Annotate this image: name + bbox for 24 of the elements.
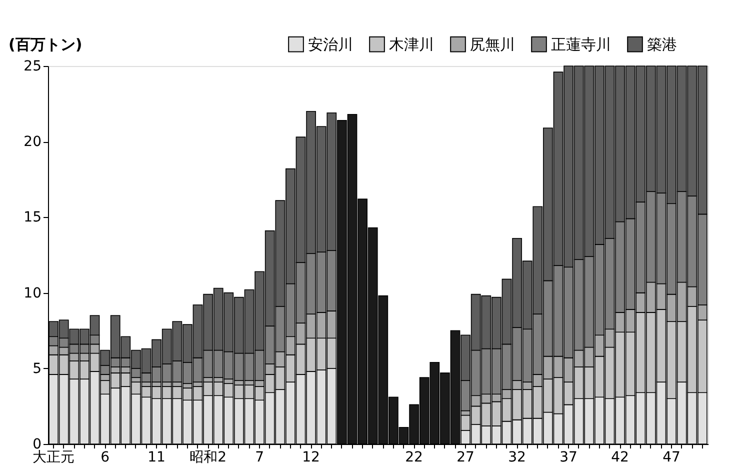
y-tick-label: 25 [24,58,42,74]
legend-label: 正蓮寺川 [551,35,611,54]
x-tick-label: 12 [302,450,320,465]
x-tick-label: 37 [560,450,578,465]
x-tick-label: 11 [148,450,166,465]
y-tick-label: 10 [24,285,42,302]
y-tick-label: 15 [24,210,42,226]
legend-label: 築港 [647,35,677,54]
x-tick-label: 7 [255,450,264,465]
legend-label: 安治川 [308,35,353,54]
y-tick-label: 20 [24,134,42,150]
legend-label: 尻無川 [470,35,515,54]
y-tick-label: 5 [32,360,42,377]
x-tick-label: 42 [611,450,629,465]
legend-label: 木津川 [389,35,434,54]
x-tick-label: 22 [405,450,423,465]
x-tick-label: 32 [508,450,526,465]
x-tick-label: 27 [456,450,474,465]
x-tick-label: 47 [662,450,680,465]
x-tick-label: 昭和2 [190,450,227,465]
y-axis-title: (百万トン) [8,36,82,54]
x-tick-label: 6 [100,450,110,465]
x-tick-label: 大正元 [32,450,75,465]
y-tick-label: 0 [32,436,42,452]
